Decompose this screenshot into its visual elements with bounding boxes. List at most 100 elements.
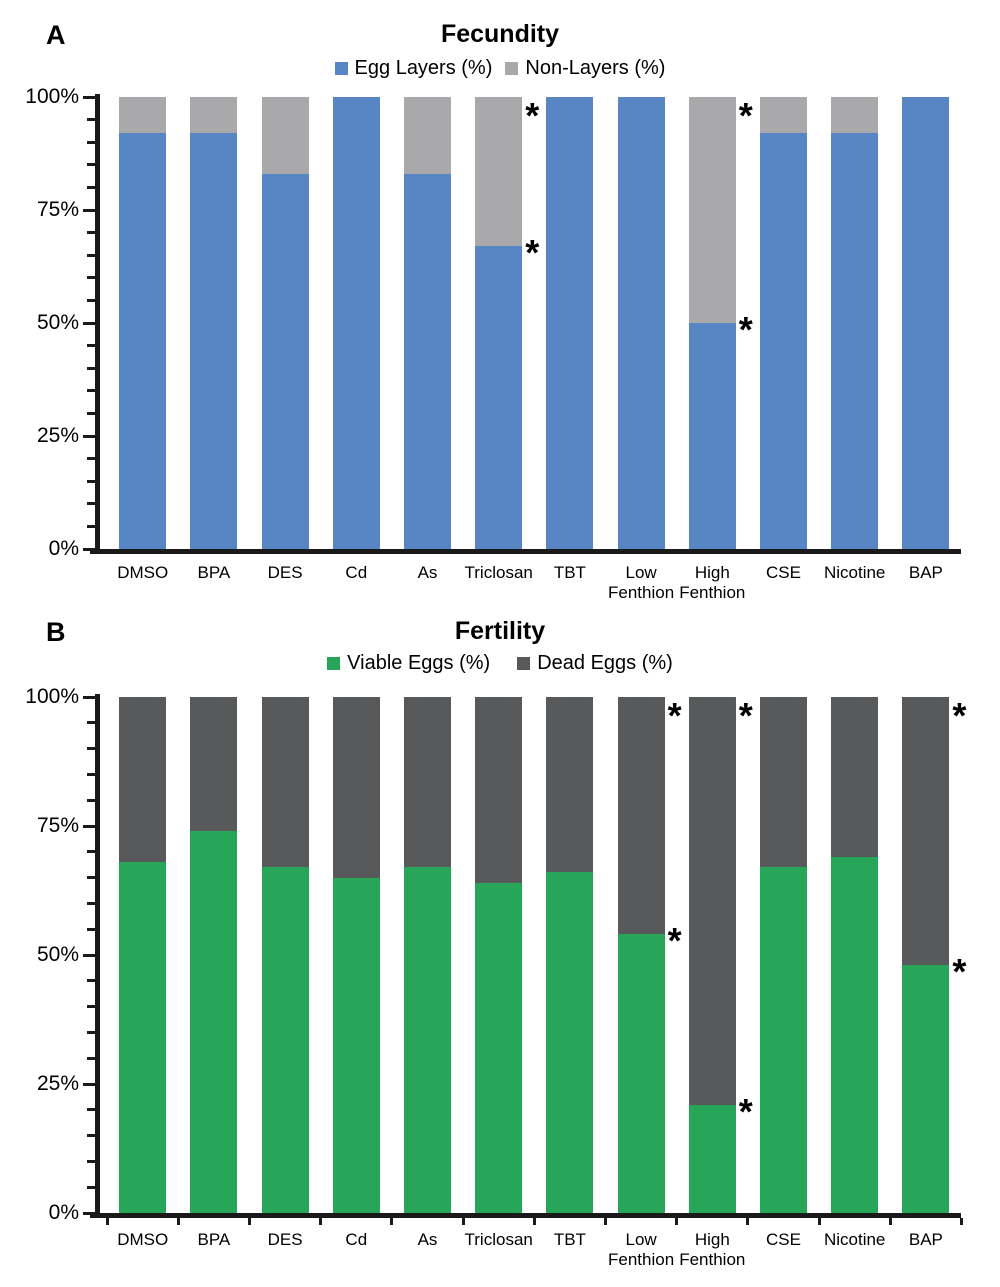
legend-swatch-egg-layers [334,61,348,75]
y-axis-major-tick [83,434,95,438]
y-axis-minor-tick [87,1159,95,1163]
x-category-label-as: As [417,1230,438,1249]
y-tick-label-0: 0% [48,1201,79,1224]
legend-swatch-viable-eggs [327,656,341,670]
legend-label-egg-layers: Egg Layers (%) [354,57,493,79]
panel-b-letter: B [46,617,66,647]
x-axis-tick [532,1218,536,1225]
bar-des-egg-layers [261,173,309,549]
y-axis-line [95,694,100,1218]
bar-as-egg-layers [404,173,451,549]
y-axis-minor-tick [87,276,95,280]
bar-nicotine-viable-eggs [831,856,879,1213]
y-axis-minor-tick [87,185,95,189]
y-axis-minor-tick [87,901,95,905]
significance-asterisk-high-fenthion-50: * [738,309,753,350]
y-axis-minor-tick [87,366,95,370]
x-axis-line [90,549,961,554]
bar-tbt-dead-eggs [546,697,594,873]
y-axis-minor-tick [87,298,95,302]
bar-dmso-dead-eggs [119,697,167,863]
bar-dmso-egg-layers [119,133,167,549]
x-category-label-triclosan: Triclosan [464,563,533,582]
y-axis-major-tick [83,547,95,551]
panel-b-title: Fertility [454,617,546,645]
x-axis-tick [960,1218,963,1225]
y-axis-major-tick [83,1082,95,1086]
x-category-label-dmso: DMSO [117,563,169,582]
y-axis-minor-tick [87,1185,95,1189]
y-axis-minor-tick [87,979,95,983]
bar-cse-viable-eggs [760,867,807,1213]
bar-low-fenthion-dead-eggs [617,697,665,935]
y-axis-minor-tick [87,798,95,802]
significance-asterisk-low-fenthion-100: * [667,695,682,736]
bar-bpa-viable-eggs [190,831,238,1213]
bar-low-fenthion-egg-layers [617,97,665,549]
panel-a-title: Fecundity [440,20,560,48]
y-axis-minor-tick [87,850,95,854]
y-tick-label-50: 50% [36,311,79,334]
y-tick-label-50: 50% [36,943,79,966]
y-axis-major-tick [83,321,95,325]
legend-entry-egg-layers: Egg Layers (%) [334,56,493,80]
bar-high-fenthion-egg-layers [688,323,736,549]
legend-label-non-layers: Non-Layers (%) [525,57,666,79]
y-tick-label-25: 25% [36,1072,79,1095]
bar-dmso-non-layers [119,97,167,134]
legend-entry-dead-eggs: Dead Eggs (%) [517,651,673,675]
x-axis-tick [390,1218,394,1225]
y-axis-minor-tick [87,524,95,528]
panel-b-plot-area: 0% 25% 50% 75% 100% DMSO BPA DES Cd As Triclosan TB… [25,685,966,1269]
y-axis-major-tick [83,824,95,828]
y-axis-minor-tick [87,1005,95,1009]
y-axis-minor-tick [87,502,95,506]
y-axis-minor-tick [87,479,95,483]
x-category-label-cd: Cd [345,1230,368,1249]
bar-cd-viable-eggs [332,877,380,1213]
bar-tbt-egg-layers [546,97,594,549]
x-axis-tick [746,1218,750,1225]
y-axis-minor-tick [87,163,95,167]
bar-high-fenthion-viable-eggs [688,1104,736,1213]
bar-dmso-viable-eggs [119,862,167,1213]
bar-bap-egg-layers [902,97,950,549]
significance-asterisk-bap-48: * [952,951,967,993]
bar-cse-dead-eggs [760,697,807,868]
significance-asterisk-high-fenthion-100: * [738,695,753,736]
significance-asterisk-high-fenthion-100: * [738,95,753,136]
x-category-label-des: DES [267,1230,303,1249]
legend-label-viable-eggs: Viable Eggs (%) [347,652,491,674]
y-axis-line [95,94,100,554]
legend-swatch-non-layers [505,61,519,75]
x-category-label-tbt: TBT [553,1230,586,1249]
panel-a-plot-area: 0% 25% 50% 75% 100% DMSO BPA DES Cd As Triclosan TB… [25,85,961,602]
bar-cse-egg-layers [760,133,807,549]
y-axis-major-tick [83,208,95,212]
significance-asterisk-bap-100: * [952,695,967,736]
bar-nicotine-dead-eggs [831,697,879,857]
y-tick-label-75: 75% [36,198,79,221]
x-category-label-tbt: TBT [553,563,586,582]
bar-bpa-dead-eggs [190,697,238,832]
panel-a-letter: A [46,20,66,50]
x-category-label-dmso: DMSO [117,1230,169,1249]
bar-triclosan-viable-eggs [475,882,523,1213]
y-tick-label-100: 100% [25,85,79,108]
bar-triclosan-non-layers [475,97,523,247]
x-category-label-bap: BAP [908,1230,943,1249]
bar-des-dead-eggs [261,697,309,868]
x-axis-tick [817,1218,821,1225]
y-axis-minor-tick [87,457,95,461]
y-axis-minor-tick [87,927,95,931]
bar-high-fenthion-dead-eggs [688,697,736,1105]
x-category-label-low-fenthion: Low Fenthion [608,563,675,602]
y-axis-minor-tick [87,721,95,725]
bar-bpa-non-layers [190,97,238,134]
y-axis-minor-tick [87,1134,95,1138]
y-axis-minor-tick [87,231,95,235]
x-category-label-high-fenthion: High Fenthion [679,563,746,602]
x-category-label-bap: BAP [908,563,943,582]
y-axis-major-tick [83,95,95,99]
bar-bpa-egg-layers [190,133,238,549]
